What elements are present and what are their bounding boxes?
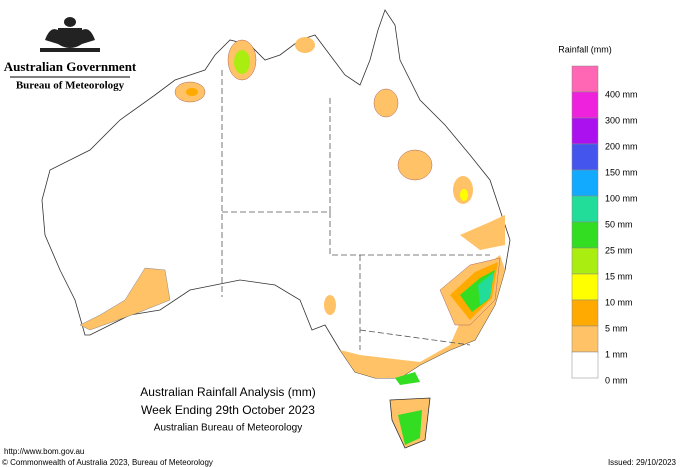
legend-swatch (571, 351, 599, 379)
legend-label: 1 mm (605, 349, 628, 359)
bureau: Bureau of Meteorology (16, 80, 125, 92)
legend-swatch (571, 195, 599, 223)
legend-label: 5 mm (605, 323, 628, 333)
copyright: © Commonwealth of Australia 2023, Bureau… (2, 458, 213, 467)
crest (40, 17, 100, 52)
legend-swatch (571, 117, 599, 145)
legend-label: 50 mm (605, 219, 633, 229)
url: http://www.bom.gov.au (4, 447, 84, 456)
legend-title: Rainfall (mm) (558, 44, 612, 54)
legend-label: 200 mm (605, 141, 638, 151)
legend-swatch (571, 325, 599, 353)
legend-label: 100 mm (605, 193, 638, 203)
legend-label: 15 mm (605, 271, 633, 281)
legend-label: 150 mm (605, 167, 638, 177)
legend-swatch (571, 299, 599, 327)
agency: Australian Government (4, 59, 137, 74)
legend-label: 25 mm (605, 245, 633, 255)
legend-swatch (571, 247, 599, 275)
map-title: Australian Rainfall Analysis (mm) (140, 385, 315, 399)
legend-swatch (571, 91, 599, 119)
legend-label: 0 mm (605, 375, 628, 385)
map-source: Australian Bureau of Meteorology (154, 423, 302, 434)
legend: 400 mm 300 mm 200 mm 150 mm 100 mm 50 mm 25 mm… (571, 65, 638, 385)
legend-swatch (571, 65, 599, 93)
issued: Issued: 29/10/2023 (608, 458, 677, 467)
legend-label: 400 mm (605, 89, 638, 99)
legend-swatch (571, 169, 599, 197)
legend-label: 10 mm (605, 297, 633, 307)
legend-label: 300 mm (605, 115, 638, 125)
map (41, 9, 511, 449)
legend-swatch (571, 221, 599, 249)
legend-swatch (571, 273, 599, 301)
map-subtitle: Week Ending 29th October 2023 (141, 403, 315, 417)
legend-swatch (571, 143, 599, 171)
